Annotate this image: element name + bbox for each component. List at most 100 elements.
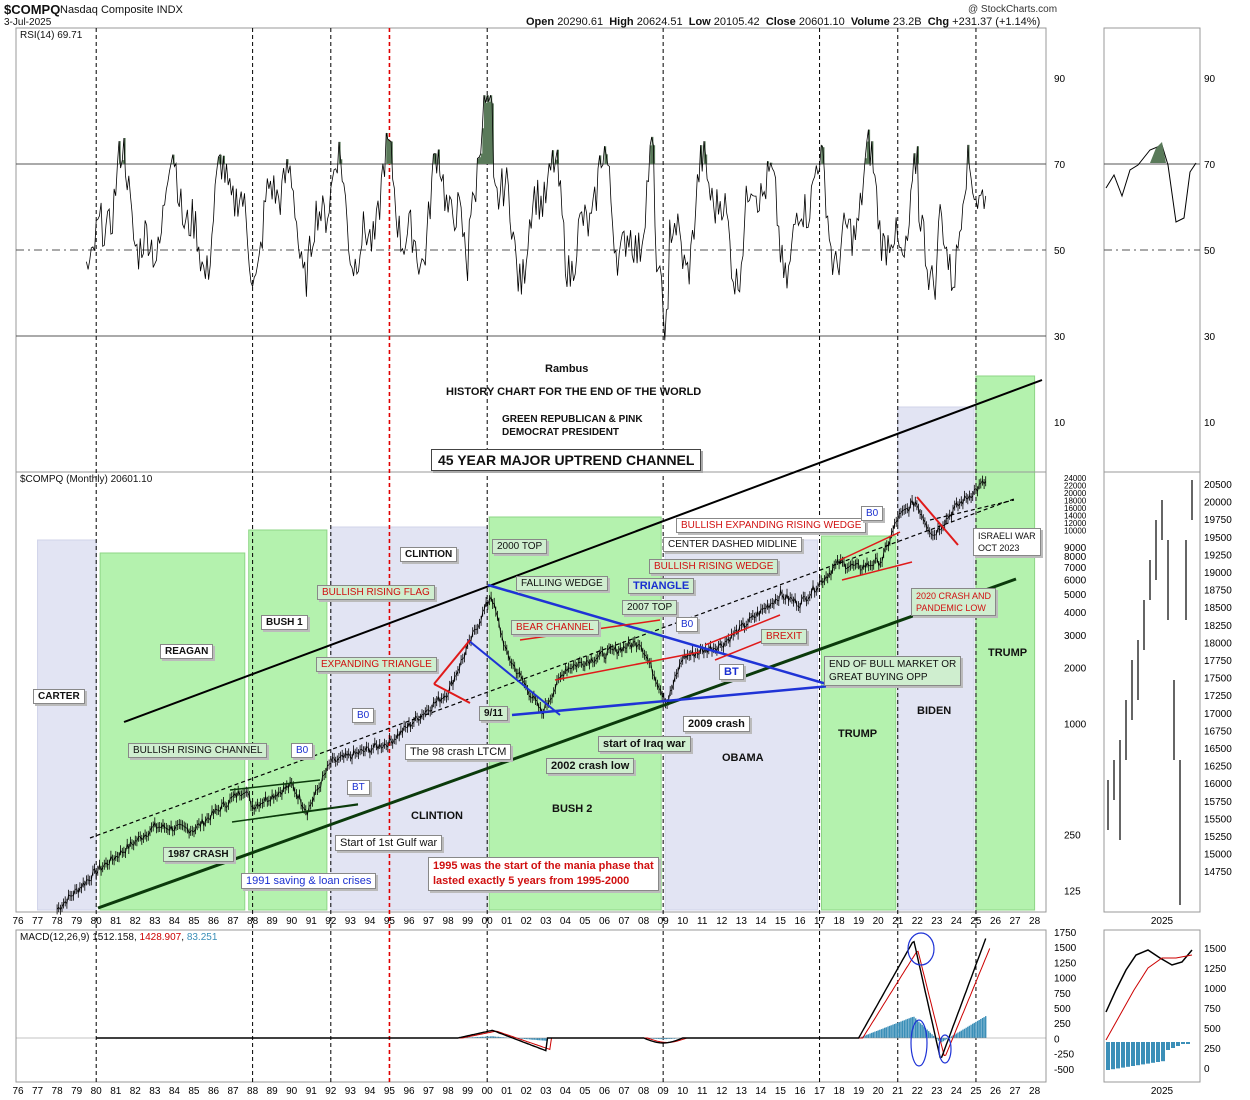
ann-98-crash: The 98 crash LTCM [405, 744, 512, 760]
side-macd-signal [1105, 954, 1193, 1041]
price-tick-16000: 16000 [1064, 504, 1087, 513]
side-price-frame [1103, 471, 1201, 913]
x-tick-bottom-27: 27 [1009, 1086, 1021, 1097]
macd-signal-line [100, 948, 991, 1057]
side-price-tick-17750: 17750 [1204, 656, 1232, 667]
price-tick-20000: 20000 [1064, 489, 1087, 498]
channel-title: 45 YEAR MAJOR UPTREND CHANNEL [431, 449, 702, 471]
x-tick-bottom-77: 77 [32, 1086, 44, 1097]
president-band-8 [975, 375, 1036, 911]
ann-bo1: B0 [291, 743, 314, 758]
macd-circle-1 [907, 932, 935, 966]
side-macd-hist-10 [1156, 1042, 1160, 1062]
trendline-channel-lower [97, 577, 1017, 910]
macd-tick--500: -500 [1054, 1065, 1074, 1076]
ann-bullish-rising-wedge: BULLISH RISING WEDGE [649, 559, 779, 574]
trendline-red-wedge-1 [704, 614, 781, 646]
side-macd-tick-0: 0 [1204, 1064, 1210, 1075]
ann-bullish-rising-channel: BULLISH RISING CHANNEL [128, 743, 268, 758]
x-tick-bottom-82: 82 [130, 1086, 142, 1097]
side-price-tick-20500: 20500 [1204, 480, 1232, 491]
x-tick-top-98: 98 [443, 916, 455, 927]
x-tick-top-27: 27 [1009, 916, 1021, 927]
trendline-red-expand-2 [841, 561, 913, 581]
x-tick-bottom-09: 09 [658, 1086, 670, 1097]
x-tick-top-17: 17 [814, 916, 826, 927]
price-panel-frame [15, 471, 1047, 913]
x-tick-bottom-08: 08 [638, 1086, 650, 1097]
x-tick-bottom-21: 21 [892, 1086, 904, 1097]
rsi-line [86, 95, 987, 341]
ann-2000-top: 2000 TOP [492, 539, 548, 554]
x-tick-bottom-03: 03 [540, 1086, 552, 1097]
x-tick-bottom-23: 23 [931, 1086, 943, 1097]
x-tick-bottom-83: 83 [149, 1086, 161, 1097]
x-tick-top-93: 93 [345, 916, 357, 927]
ann-bullish-expanding-wedge: BULLISH EXPANDING RISING WEDGE [676, 518, 867, 533]
x-tick-top-99: 99 [462, 916, 474, 927]
macd-tick-1750: 1750 [1054, 928, 1077, 939]
x-tick-top-12: 12 [716, 916, 728, 927]
ann-center-midline: CENTER DASHED MIDLINE [663, 537, 802, 552]
president-band-2 [248, 529, 328, 911]
side-rsi-line [1105, 144, 1197, 223]
side-price-tick-14750: 14750 [1204, 867, 1232, 878]
subtitle-1: GREEN REPUBLICAN & PINK [502, 414, 643, 425]
x-tick-bottom-20: 20 [873, 1086, 885, 1097]
x-tick-top-86: 86 [208, 916, 220, 927]
x-tick-bottom-96: 96 [403, 1086, 415, 1097]
x-tick-top-82: 82 [130, 916, 142, 927]
side-price-tick-19500: 19500 [1204, 533, 1232, 544]
ann-bo3: B0 [676, 617, 699, 632]
x-tick-bottom-92: 92 [325, 1086, 337, 1097]
x-tick-bottom-06: 06 [599, 1086, 611, 1097]
side-rsi-tick-10: 10 [1204, 418, 1216, 429]
ann-gulf-war: Start of 1st Gulf war [335, 835, 443, 851]
side-macd-hist-15 [1181, 1042, 1185, 1044]
president-band-6 [821, 535, 897, 911]
price-tick-3000: 3000 [1064, 631, 1087, 642]
x-tick-top-21: 21 [892, 916, 904, 927]
x-tick-top-22: 22 [912, 916, 924, 927]
trendline-channel-upper [123, 379, 1043, 723]
x-tick-bottom-22: 22 [912, 1086, 924, 1097]
x-tick-bottom-01: 01 [501, 1086, 513, 1097]
x-tick-bottom-91: 91 [306, 1086, 318, 1097]
price-tick-250: 250 [1064, 831, 1081, 842]
x-tick-top-04: 04 [560, 916, 572, 927]
side-rsi-tick-90: 90 [1204, 74, 1216, 85]
x-tick-top-76: 76 [12, 916, 24, 927]
x-tick-bottom-86: 86 [208, 1086, 220, 1097]
price-tick-4000: 4000 [1064, 608, 1087, 619]
trendline-red-flag-1 [433, 639, 471, 685]
x-tick-top-15: 15 [775, 916, 787, 927]
macd-tick-1500: 1500 [1054, 943, 1077, 954]
ann-bt1: BT [347, 780, 370, 795]
x-tick-bottom-13: 13 [736, 1086, 748, 1097]
macd-circle-2 [910, 1019, 928, 1067]
side-macd-hist-3 [1121, 1042, 1125, 1068]
trendlines [89, 379, 1043, 910]
trendline-blue-wedge [467, 639, 561, 716]
ann-mania: 1995 was the start of the mania phase th… [428, 857, 659, 891]
x-tick-top-16: 16 [794, 916, 806, 927]
president-bush2: BUSH 2 [552, 803, 593, 815]
side-year-top: 2025 [1151, 916, 1174, 927]
x-tick-bottom-94: 94 [364, 1086, 376, 1097]
rsi-series [86, 95, 987, 341]
trendline-blue-lower [511, 684, 831, 717]
x-tick-bottom-88: 88 [247, 1086, 259, 1097]
x-tick-top-05: 05 [579, 916, 591, 927]
side-macd-hist-2 [1116, 1042, 1120, 1069]
x-tick-top-10: 10 [677, 916, 689, 927]
side-macd-hist-13 [1171, 1042, 1175, 1048]
x-tick-bottom-10: 10 [677, 1086, 689, 1097]
x-tick-top-28: 28 [1029, 916, 1041, 927]
x-tick-bottom-99: 99 [462, 1086, 474, 1097]
ann-2007-top: 2007 TOP [622, 600, 678, 615]
side-macd-hist-14 [1176, 1042, 1180, 1046]
price-tick-9000: 9000 [1064, 543, 1087, 554]
x-tick-bottom-98: 98 [443, 1086, 455, 1097]
x-tick-top-14: 14 [755, 916, 767, 927]
